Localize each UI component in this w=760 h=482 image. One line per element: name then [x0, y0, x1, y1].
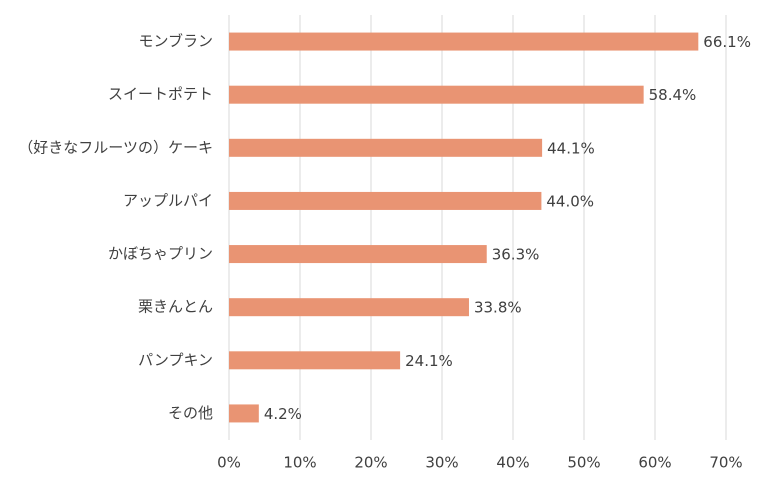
y-tick-label: スイートポテト — [108, 85, 213, 103]
value-label: 44.0% — [546, 192, 594, 210]
x-tick-label: 30% — [425, 454, 458, 472]
value-label: 24.1% — [405, 352, 453, 370]
bar — [229, 404, 259, 423]
x-tick-label: 50% — [567, 454, 600, 472]
y-tick-label: パンプキン — [138, 351, 213, 369]
x-tick-label: 70% — [709, 454, 742, 472]
value-label: 58.4% — [649, 86, 697, 104]
y-tick-label: 栗きんとん — [138, 298, 213, 316]
value-label: 36.3% — [492, 246, 540, 264]
x-tick-label: 0% — [217, 454, 241, 472]
value-label: 44.1% — [547, 139, 595, 157]
x-tick-label: 60% — [638, 454, 671, 472]
x-tick-label: 10% — [283, 454, 316, 472]
y-tick-label: アップルパイ — [123, 191, 213, 209]
bar — [229, 298, 469, 317]
x-tick-label: 20% — [354, 454, 387, 472]
y-tick-label: かぼちゃプリン — [108, 245, 213, 263]
bar — [229, 85, 644, 104]
y-tick-label: その他 — [168, 404, 213, 422]
bar — [229, 351, 401, 370]
y-tick-label: （好きなフルーツの）ケーキ — [18, 138, 213, 156]
value-label: 33.8% — [474, 299, 522, 317]
y-tick-label: モンブラン — [138, 32, 213, 50]
x-tick-label: 40% — [496, 454, 529, 472]
value-label: 66.1% — [703, 33, 751, 51]
bar — [229, 32, 699, 51]
bar — [229, 138, 543, 157]
value-label: 4.2% — [264, 405, 302, 423]
bar — [229, 245, 487, 264]
bar — [229, 191, 542, 210]
